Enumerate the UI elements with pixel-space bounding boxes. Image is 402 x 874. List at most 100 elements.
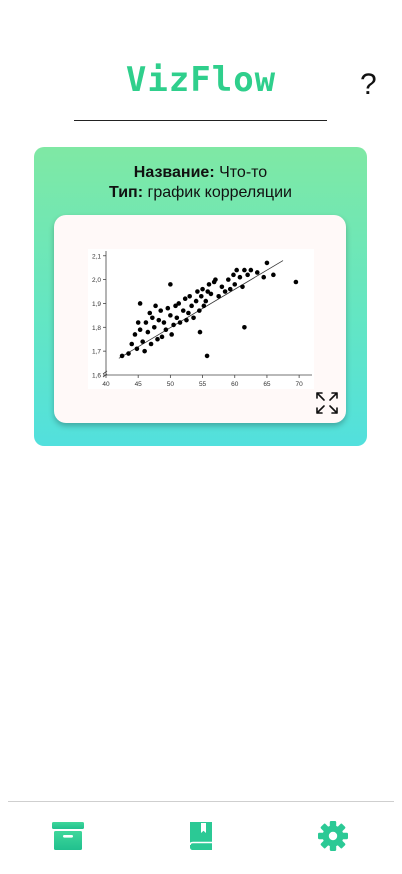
x-tick-label: 70 [296, 381, 304, 388]
data-point [293, 279, 299, 285]
data-point [151, 325, 157, 330]
data-point [134, 346, 140, 352]
data-point [159, 334, 165, 340]
archive-icon[interactable] [51, 820, 85, 852]
data-point [165, 305, 171, 311]
axis-break-mark [102, 370, 108, 378]
data-point [177, 320, 183, 325]
data-point [169, 332, 174, 337]
data-point [168, 282, 173, 287]
data-point [142, 348, 147, 354]
data-point [232, 282, 238, 287]
data-point [189, 303, 194, 309]
expand-icon[interactable] [314, 390, 340, 416]
data-point [248, 267, 254, 273]
data-point [180, 308, 186, 313]
app-header: VizFlow ? [0, 0, 402, 130]
data-point [132, 332, 138, 337]
data-point [197, 308, 202, 313]
data-point [219, 284, 225, 290]
data-point [237, 274, 243, 280]
y-tick-label: 1,6 [92, 373, 101, 380]
data-point [161, 320, 167, 325]
data-point [148, 341, 154, 347]
book-icon[interactable] [184, 820, 218, 852]
card-type-line: Тип: график корреляции [34, 183, 367, 203]
data-point [200, 286, 205, 292]
data-point [140, 339, 145, 344]
data-point [271, 272, 276, 278]
card-name-value: Что-то [214, 164, 268, 181]
data-point [261, 274, 267, 280]
data-point [254, 270, 260, 275]
data-point [129, 341, 135, 347]
card-name-label: Название: [133, 164, 215, 181]
card-type-value: график корреляции [143, 184, 292, 201]
data-point [205, 289, 211, 294]
data-point [147, 310, 153, 316]
header-divider [74, 120, 327, 121]
x-tick-label: 60 [231, 381, 239, 388]
data-point [227, 286, 233, 292]
data-point [216, 294, 221, 299]
data-point [191, 315, 196, 321]
x-tick-label: 55 [199, 381, 207, 388]
data-point [126, 351, 131, 356]
card-name-line: Название: Что-то [34, 163, 367, 183]
data-point [204, 353, 210, 359]
x-tick-label: 45 [135, 381, 143, 388]
app-logo: VizFlow [125, 60, 277, 100]
data-point [119, 353, 125, 359]
y-tick-label: 2,0 [92, 277, 101, 284]
y-tick-label: 1,8 [92, 325, 101, 332]
data-point [198, 294, 204, 299]
chart-card[interactable]: Название: Что-то Тип: график корреляции … [34, 147, 367, 446]
data-point [153, 303, 158, 309]
help-button[interactable]: ? [360, 68, 377, 101]
data-point [222, 289, 228, 294]
y-tick-label: 2,1 [92, 253, 101, 260]
data-point [174, 315, 180, 321]
data-point [137, 327, 143, 332]
data-point [226, 277, 231, 282]
data-point [155, 336, 160, 342]
data-point [264, 260, 270, 266]
y-tick-label: 1,7 [92, 349, 101, 356]
plot-background [88, 249, 314, 389]
data-point [195, 289, 200, 294]
data-point [245, 272, 250, 278]
data-point [182, 296, 188, 301]
x-tick-label: 65 [263, 381, 271, 388]
data-point [231, 272, 236, 278]
data-point [145, 329, 151, 335]
data-point [163, 327, 169, 332]
data-point [158, 308, 164, 313]
data-point [176, 301, 182, 306]
data-point [168, 313, 173, 318]
data-point [137, 301, 143, 306]
data-point [135, 320, 141, 325]
data-point [206, 282, 212, 287]
x-tick-label: 40 [102, 381, 110, 388]
nav-divider [8, 801, 394, 802]
data-point [143, 320, 149, 325]
x-tick-label: 50 [167, 381, 175, 388]
data-point [150, 315, 155, 321]
data-point [203, 298, 209, 304]
chart-preview[interactable]: 1,6 1,7 1,8 1,9 2,0 2,1 40 45 50 55 60 65 70 [54, 215, 346, 423]
data-point [234, 267, 239, 273]
data-point [187, 294, 192, 299]
data-point [186, 310, 191, 316]
data-point [213, 277, 218, 282]
data-point [201, 303, 207, 309]
data-point [184, 317, 189, 323]
data-point [193, 298, 199, 304]
data-point [242, 267, 247, 273]
data-point [156, 317, 162, 323]
data-point [208, 291, 214, 297]
data-point [173, 303, 178, 309]
y-tick-label: 1,9 [92, 301, 101, 308]
gear-icon[interactable] [316, 820, 350, 852]
scatter-chart: 1,6 1,7 1,8 1,9 2,0 2,1 40 45 50 55 60 65 70 [88, 249, 314, 389]
card-type-label: Тип: [109, 184, 144, 201]
